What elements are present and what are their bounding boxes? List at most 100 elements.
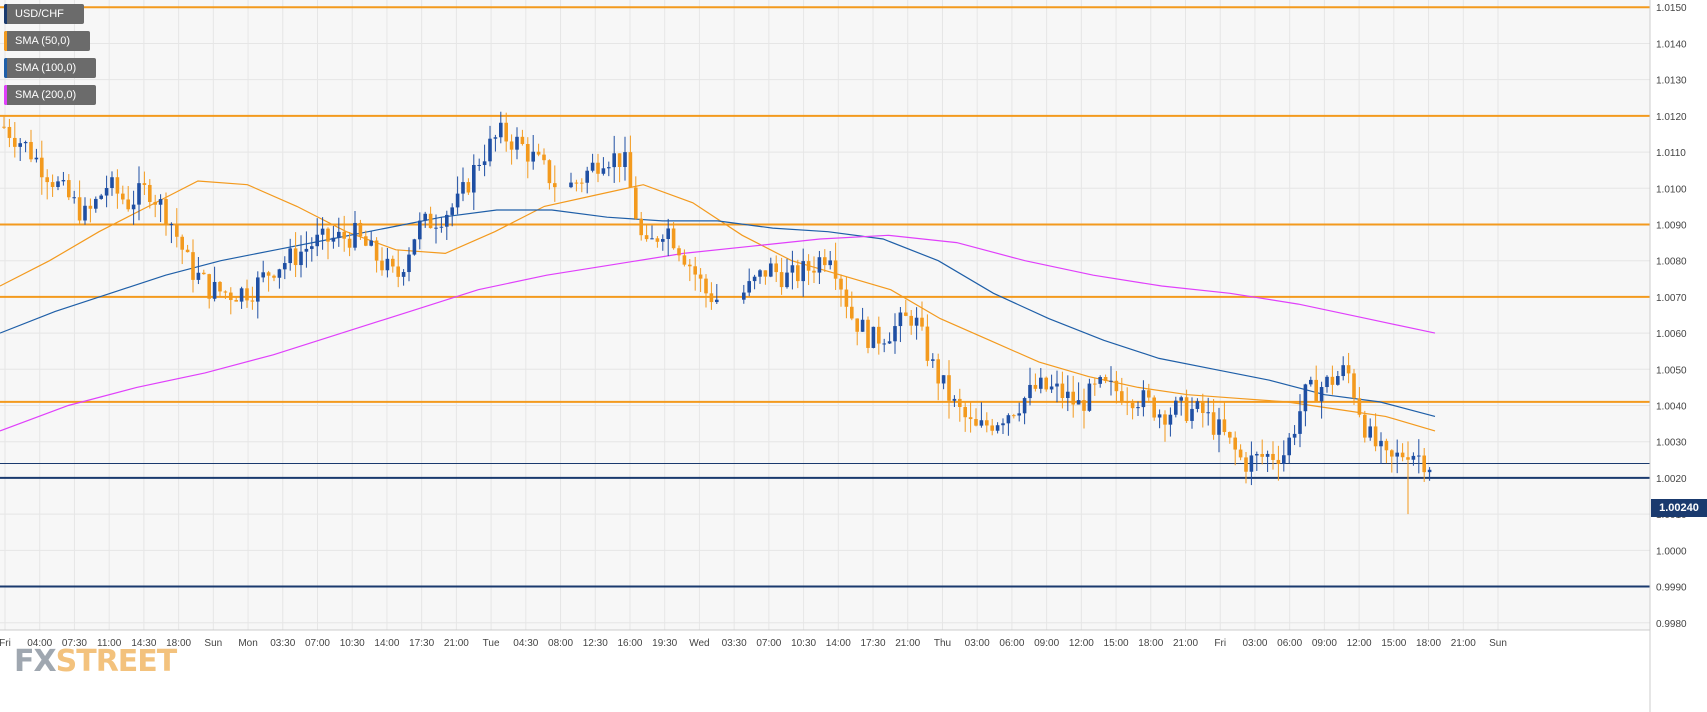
- x-tick-label: 19:30: [652, 638, 677, 649]
- candle-body: [374, 240, 379, 261]
- candle-body: [245, 288, 249, 301]
- candle-body: [83, 205, 87, 221]
- candle-body: [1130, 402, 1135, 409]
- candle-body: [871, 326, 876, 348]
- candle-body: [995, 425, 1000, 431]
- x-tick-label: 21:00: [1173, 638, 1198, 649]
- candle-body: [909, 315, 913, 326]
- candle-body: [482, 161, 487, 165]
- candle-body: [1039, 377, 1043, 389]
- candle-body: [774, 263, 778, 273]
- candle-body: [812, 270, 816, 273]
- candle-body: [218, 281, 222, 292]
- candle-body: [601, 168, 606, 174]
- x-tick-label: 15:00: [1381, 638, 1406, 649]
- candle-body: [1395, 452, 1399, 457]
- candle-body: [1022, 398, 1027, 414]
- candle-body: [1098, 376, 1102, 384]
- candle-body: [833, 260, 838, 279]
- legend-swatch: [4, 58, 7, 78]
- candle-body: [752, 276, 757, 282]
- candle-body: [639, 218, 643, 236]
- candle-body: [283, 263, 287, 270]
- candle-body: [925, 326, 930, 361]
- candle-body: [61, 180, 66, 182]
- y-tick-label: 1.0020: [1656, 474, 1687, 485]
- candle-body: [742, 292, 746, 300]
- moving-averages: [0, 180, 1436, 432]
- candle-body: [747, 281, 751, 293]
- candle-body: [1163, 414, 1167, 425]
- candle-body: [477, 164, 481, 166]
- candle-body: [239, 288, 244, 302]
- candle-body: [428, 213, 433, 229]
- candle-body: [164, 199, 168, 226]
- candle-body: [715, 299, 719, 303]
- candle-body: [1287, 437, 1291, 456]
- x-tick-label: 12:00: [1069, 638, 1094, 649]
- candle-body: [1298, 411, 1302, 434]
- x-tick-label: 09:00: [1034, 638, 1059, 649]
- candle-body: [1255, 453, 1259, 456]
- candle-body: [1109, 380, 1113, 382]
- candle-body: [401, 272, 406, 277]
- candle-body: [688, 264, 692, 267]
- candle-body: [785, 272, 789, 288]
- candle-body: [655, 238, 660, 242]
- candle-body: [1363, 414, 1367, 438]
- y-tick-label: 1.0130: [1656, 76, 1687, 87]
- candle-body: [1379, 440, 1383, 447]
- candle-body: [979, 420, 984, 426]
- candle-body: [1006, 415, 1011, 424]
- candle-body: [272, 275, 276, 278]
- y-tick-label: 1.0120: [1656, 112, 1687, 123]
- candle-body: [1400, 452, 1405, 458]
- candle-body: [331, 237, 336, 242]
- y-tick-label: 1.0000: [1656, 546, 1687, 557]
- candle-body: [229, 292, 233, 301]
- candle-body: [904, 312, 908, 316]
- legend-sma-50[interactable]: SMA (50,0): [4, 31, 90, 51]
- legend-sma-200[interactable]: SMA (200,0): [4, 85, 96, 105]
- candle-body: [18, 143, 22, 147]
- candle-body: [952, 398, 957, 401]
- x-tick-label: Mon: [238, 638, 257, 649]
- legend-usdchf[interactable]: USD/CHF: [4, 4, 84, 24]
- candle-body: [1147, 390, 1151, 398]
- candle-body: [1141, 390, 1146, 408]
- candle-body: [828, 260, 832, 266]
- candle-body: [13, 137, 17, 147]
- candle-body: [1044, 377, 1048, 390]
- candle-body: [1060, 383, 1065, 399]
- candle-body: [40, 157, 44, 178]
- legend-sma-100[interactable]: SMA (100,0): [4, 58, 96, 78]
- candle-body: [2, 126, 6, 128]
- candlesticks: [2, 111, 1432, 515]
- candle-body: [121, 193, 125, 200]
- candle-body: [1206, 412, 1210, 414]
- x-tick-label: 17:30: [409, 638, 434, 649]
- candle-body: [29, 141, 33, 160]
- candle-body: [1384, 440, 1389, 451]
- candle-body: [423, 213, 427, 221]
- candle-body: [1341, 365, 1345, 377]
- x-tick-label: 07:00: [756, 638, 781, 649]
- candle-body: [445, 214, 449, 227]
- candle-body: [607, 167, 611, 169]
- candle-body: [1033, 384, 1038, 389]
- candle-body: [704, 278, 708, 294]
- candle-body: [56, 181, 60, 187]
- candle-body: [823, 257, 827, 266]
- candle-body: [153, 201, 157, 205]
- candle-body: [758, 270, 762, 277]
- candle-body: [342, 231, 346, 239]
- candle-body: [315, 234, 319, 247]
- candle-body: [396, 266, 400, 277]
- x-tick-label: 21:00: [444, 638, 469, 649]
- candle-body: [779, 272, 784, 288]
- candle-body: [77, 197, 82, 221]
- candle-body: [391, 258, 395, 267]
- candle-body: [1071, 391, 1075, 405]
- y-tick-label: 1.0040: [1656, 402, 1687, 413]
